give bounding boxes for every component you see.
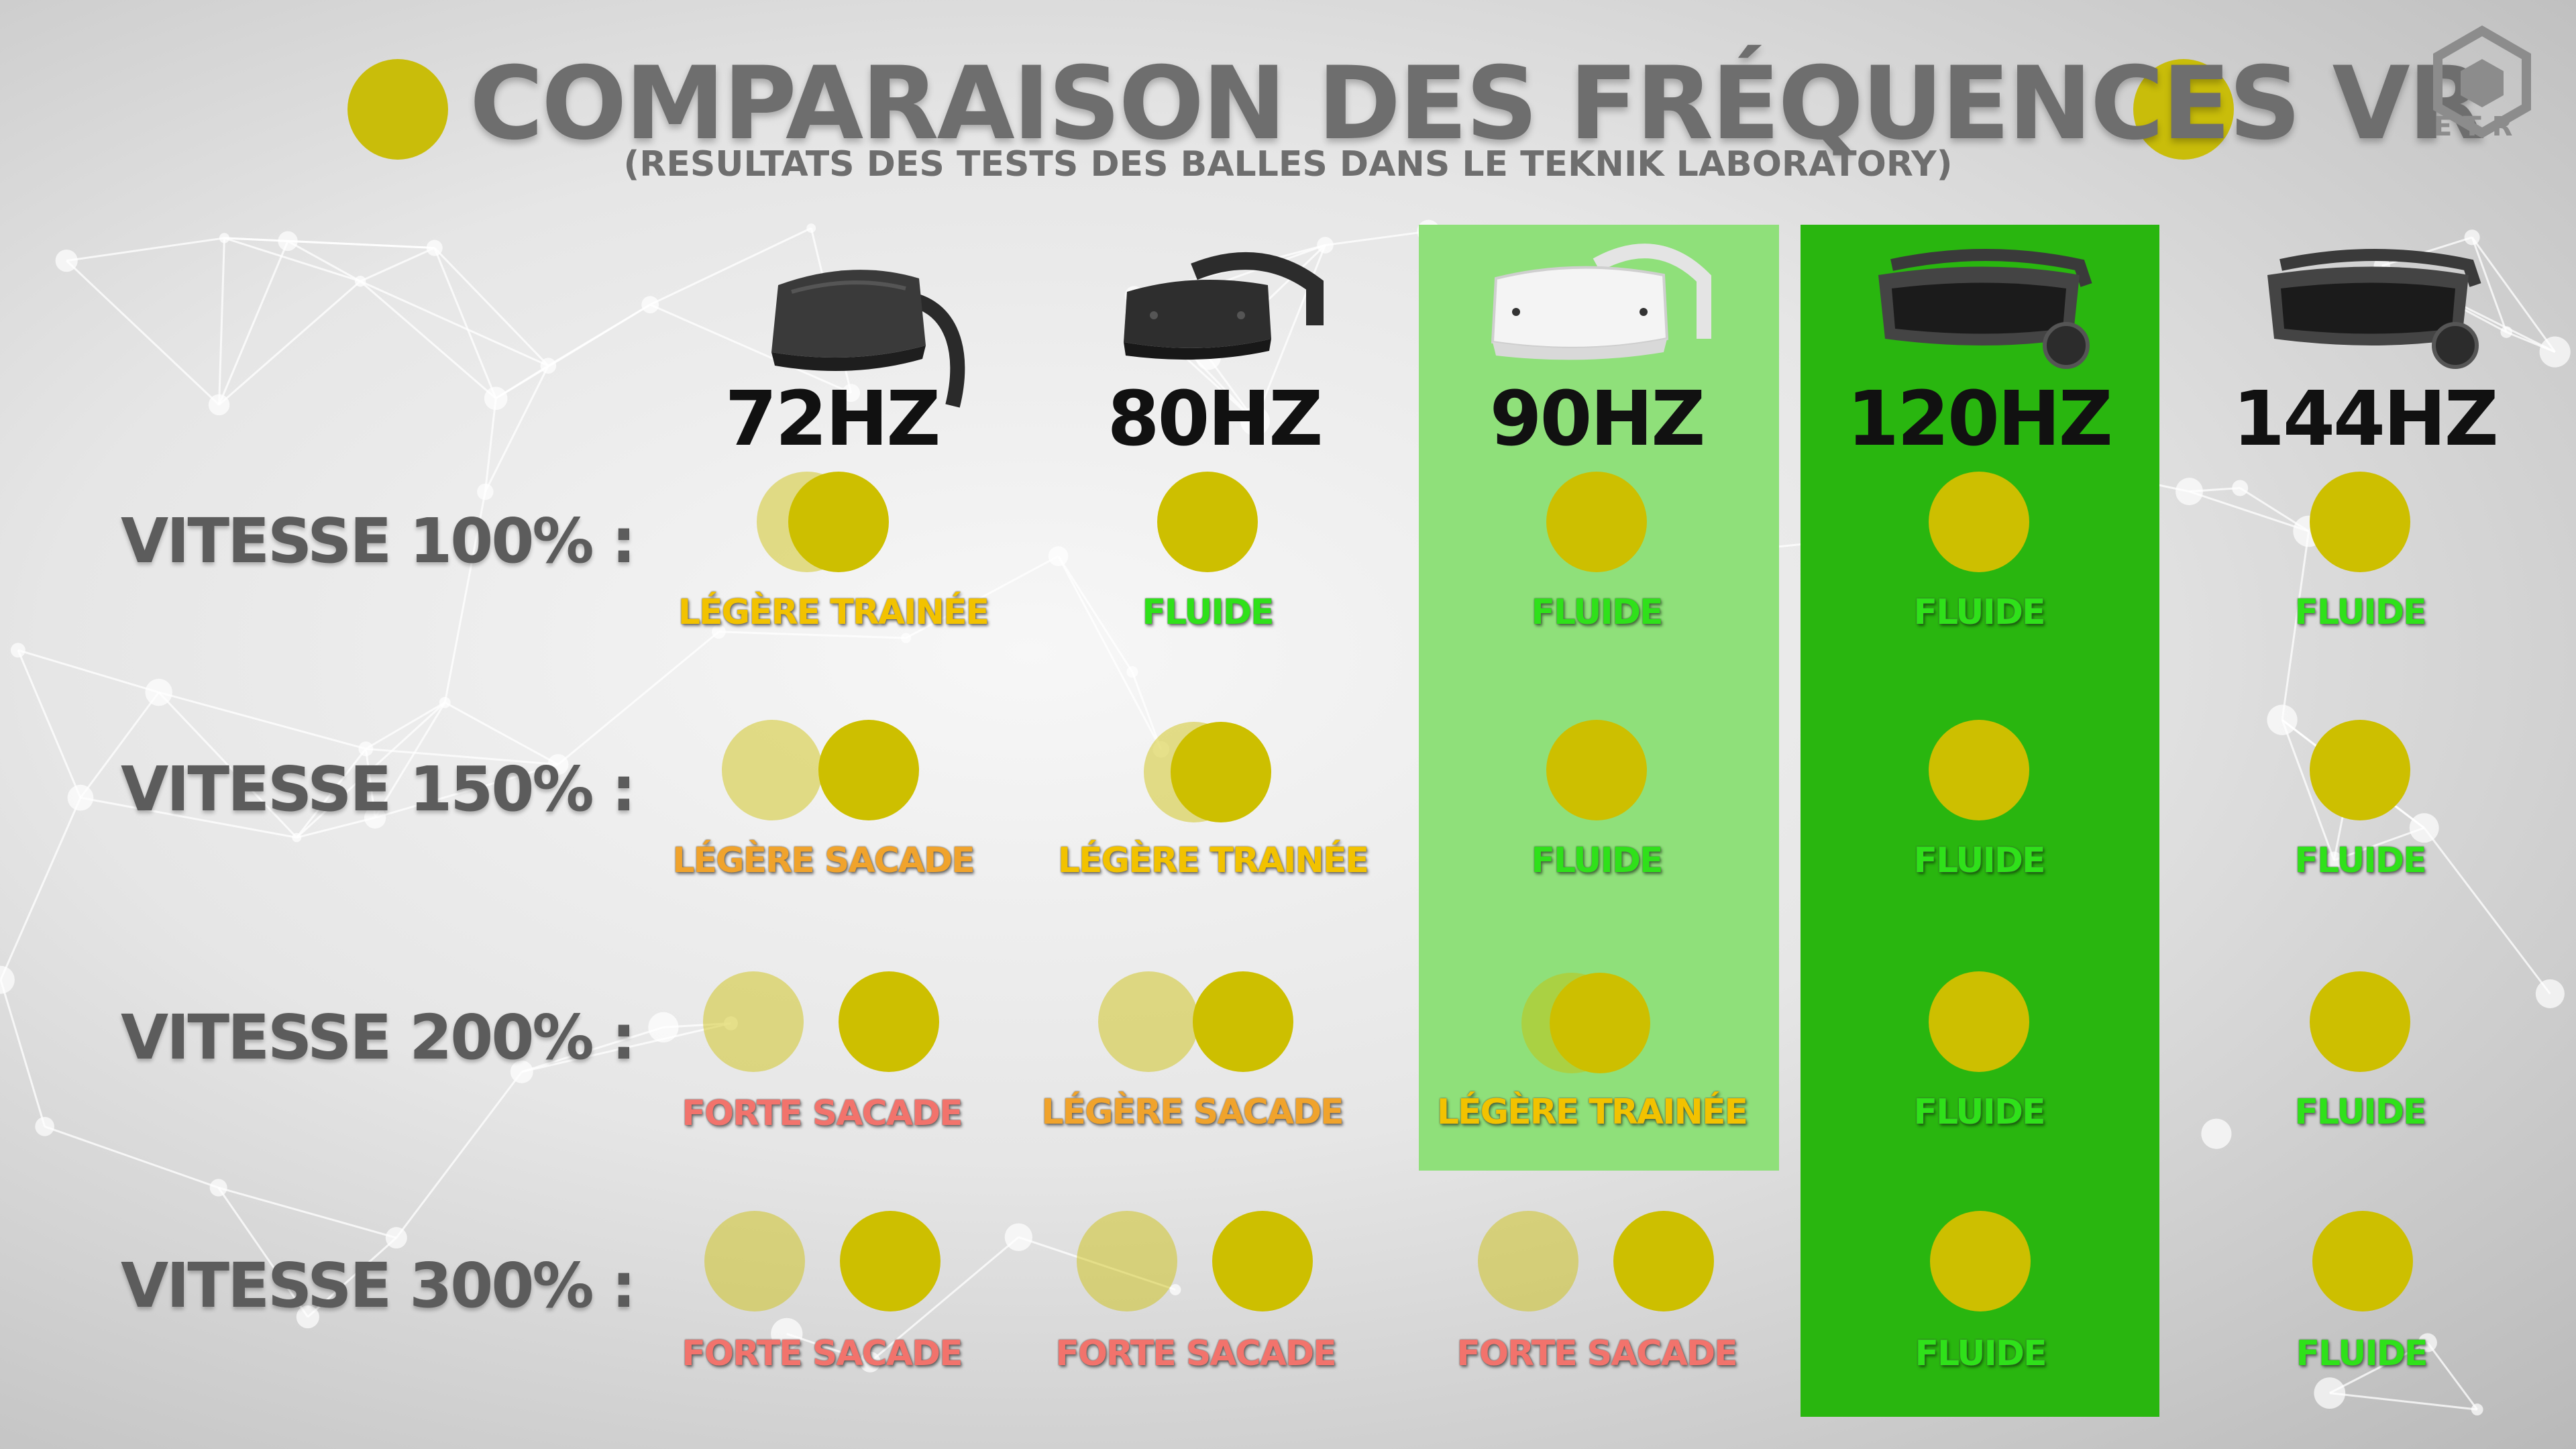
ball [839,971,939,1072]
index-headset-icon [2267,249,2481,369]
ball [1613,1211,1714,1311]
ball [2310,472,2410,572]
result-200-90hz: LÉGÈRE TRAINÉE [1436,1092,1748,1132]
ball [1546,720,1647,820]
ball [1550,973,1650,1073]
quest-2-headset-icon [1491,244,1711,360]
ball-ghost [1077,1211,1177,1311]
ball [1157,472,1258,572]
ball-ghost [703,971,804,1072]
ball [1929,971,2029,1072]
result-100-144hz: FLUIDE [2294,592,2426,633]
ball [1212,1211,1313,1311]
column-header-120hz: 120HZ [1847,376,2113,463]
result-150-144hz: FLUIDE [2294,841,2426,881]
result-150-120hz: FLUIDE [1913,841,2045,881]
title-dot-left [347,59,448,160]
row-label-150: VITESSE 150% : [121,753,636,825]
logo-text: ETR [2434,111,2524,142]
result-300-90hz: FORTE SACADE [1456,1334,1737,1374]
ball [2310,971,2410,1072]
result-200-144hz: FLUIDE [2294,1092,2426,1132]
ball [788,472,889,572]
result-150-80hz: LÉGÈRE TRAINÉE [1057,841,1369,881]
rift-s-headset-icon [1124,252,1324,360]
ball-ghost [1478,1211,1578,1311]
ball [2310,720,2410,820]
result-100-90hz: FLUIDE [1531,592,1663,633]
quest-headset-icon [771,270,965,408]
etr-logo-icon [2433,25,2531,139]
ball [1193,971,1293,1072]
result-150-72hz: LÉGÈRE SACADE [672,841,975,881]
result-100-80hz: FLUIDE [1142,592,1274,633]
ball [1171,722,1271,822]
result-200-80hz: LÉGÈRE SACADE [1041,1092,1344,1132]
column-header-144hz: 144HZ [2233,376,2499,463]
ball [1929,472,2029,572]
title-dot-right [2133,59,2234,160]
result-100-72hz: LÉGÈRE TRAINÉE [678,592,989,633]
row-label-300: VITESSE 300% : [121,1250,636,1322]
page-title: COMPARAISON DES FRÉQUENCES VR [470,46,2485,162]
result-300-72hz: FORTE SACADE [682,1334,963,1374]
page-subtitle: (RESULTATS DES TESTS DES BALLES DANS LE … [623,144,1953,184]
result-300-144hz: FLUIDE [2296,1334,2428,1374]
index-headset-icon [1878,249,2092,369]
ball [840,1211,941,1311]
result-100-120hz: FLUIDE [1913,592,2045,633]
result-200-120hz: FLUIDE [1913,1092,2045,1132]
row-label-100: VITESSE 100% : [121,505,636,577]
ball [818,720,919,820]
ball [2312,1211,2413,1311]
column-header-72hz: 72HZ [724,376,941,463]
ball [1929,720,2029,820]
column-header-90hz: 90HZ [1489,376,1706,463]
result-200-72hz: FORTE SACADE [682,1093,963,1134]
result-300-120hz: FLUIDE [1915,1334,2047,1374]
result-150-90hz: FLUIDE [1531,841,1663,881]
row-label-200: VITESSE 200% : [121,1002,636,1073]
column-header-80hz: 80HZ [1107,376,1324,463]
ball-ghost [722,720,822,820]
ball [1930,1211,2031,1311]
result-300-80hz: FORTE SACADE [1055,1334,1336,1374]
ball-ghost [704,1211,805,1311]
ball [1546,472,1647,572]
ball-ghost [1098,971,1199,1072]
